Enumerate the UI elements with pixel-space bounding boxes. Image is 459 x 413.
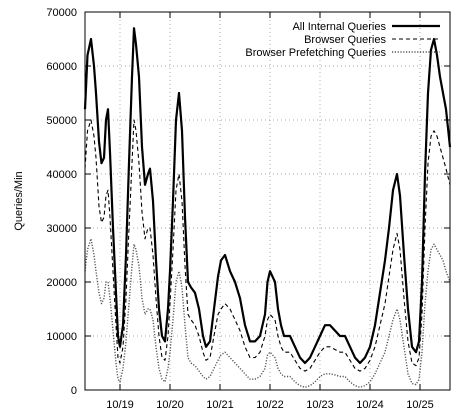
series-line-1 — [83, 27, 452, 365]
y-tick-label: 40000 — [46, 169, 77, 181]
y-tick-label: 50000 — [46, 115, 77, 127]
legend-label: Browser Queries — [304, 34, 386, 46]
legend-label: Browser Prefetching Queries — [245, 47, 386, 59]
series-line-3 — [84, 238, 451, 388]
x-tick-label: 10/25 — [406, 399, 434, 411]
x-tick-label: 10/23 — [306, 399, 334, 411]
y-tick-label: 70000 — [46, 7, 77, 19]
x-tick-label: 10/22 — [256, 399, 284, 411]
x-tick-label: 10/21 — [206, 399, 234, 411]
y-tick-label: 30000 — [46, 223, 77, 235]
x-tick-label: 10/19 — [106, 399, 134, 411]
x-tick-label: 10/20 — [156, 399, 184, 411]
y-axis-title: Queries/Min — [13, 171, 25, 230]
y-tick-label: 10000 — [46, 331, 77, 343]
y-tick-label: 60000 — [46, 61, 77, 73]
legend-label: All Internal Queries — [292, 21, 386, 33]
grid-layer — [85, 12, 450, 390]
y-tick-label: 0 — [71, 385, 77, 397]
ticks-layer: 0 10000 20000 30000 40000 50000 60000 70000 10/1… — [46, 7, 450, 411]
series-layer — [83, 27, 452, 388]
plot-frame — [84, 11, 451, 391]
x-tick-label: 10/24 — [356, 399, 384, 411]
series-line-2 — [84, 119, 451, 372]
y-tick-label: 20000 — [46, 277, 77, 289]
